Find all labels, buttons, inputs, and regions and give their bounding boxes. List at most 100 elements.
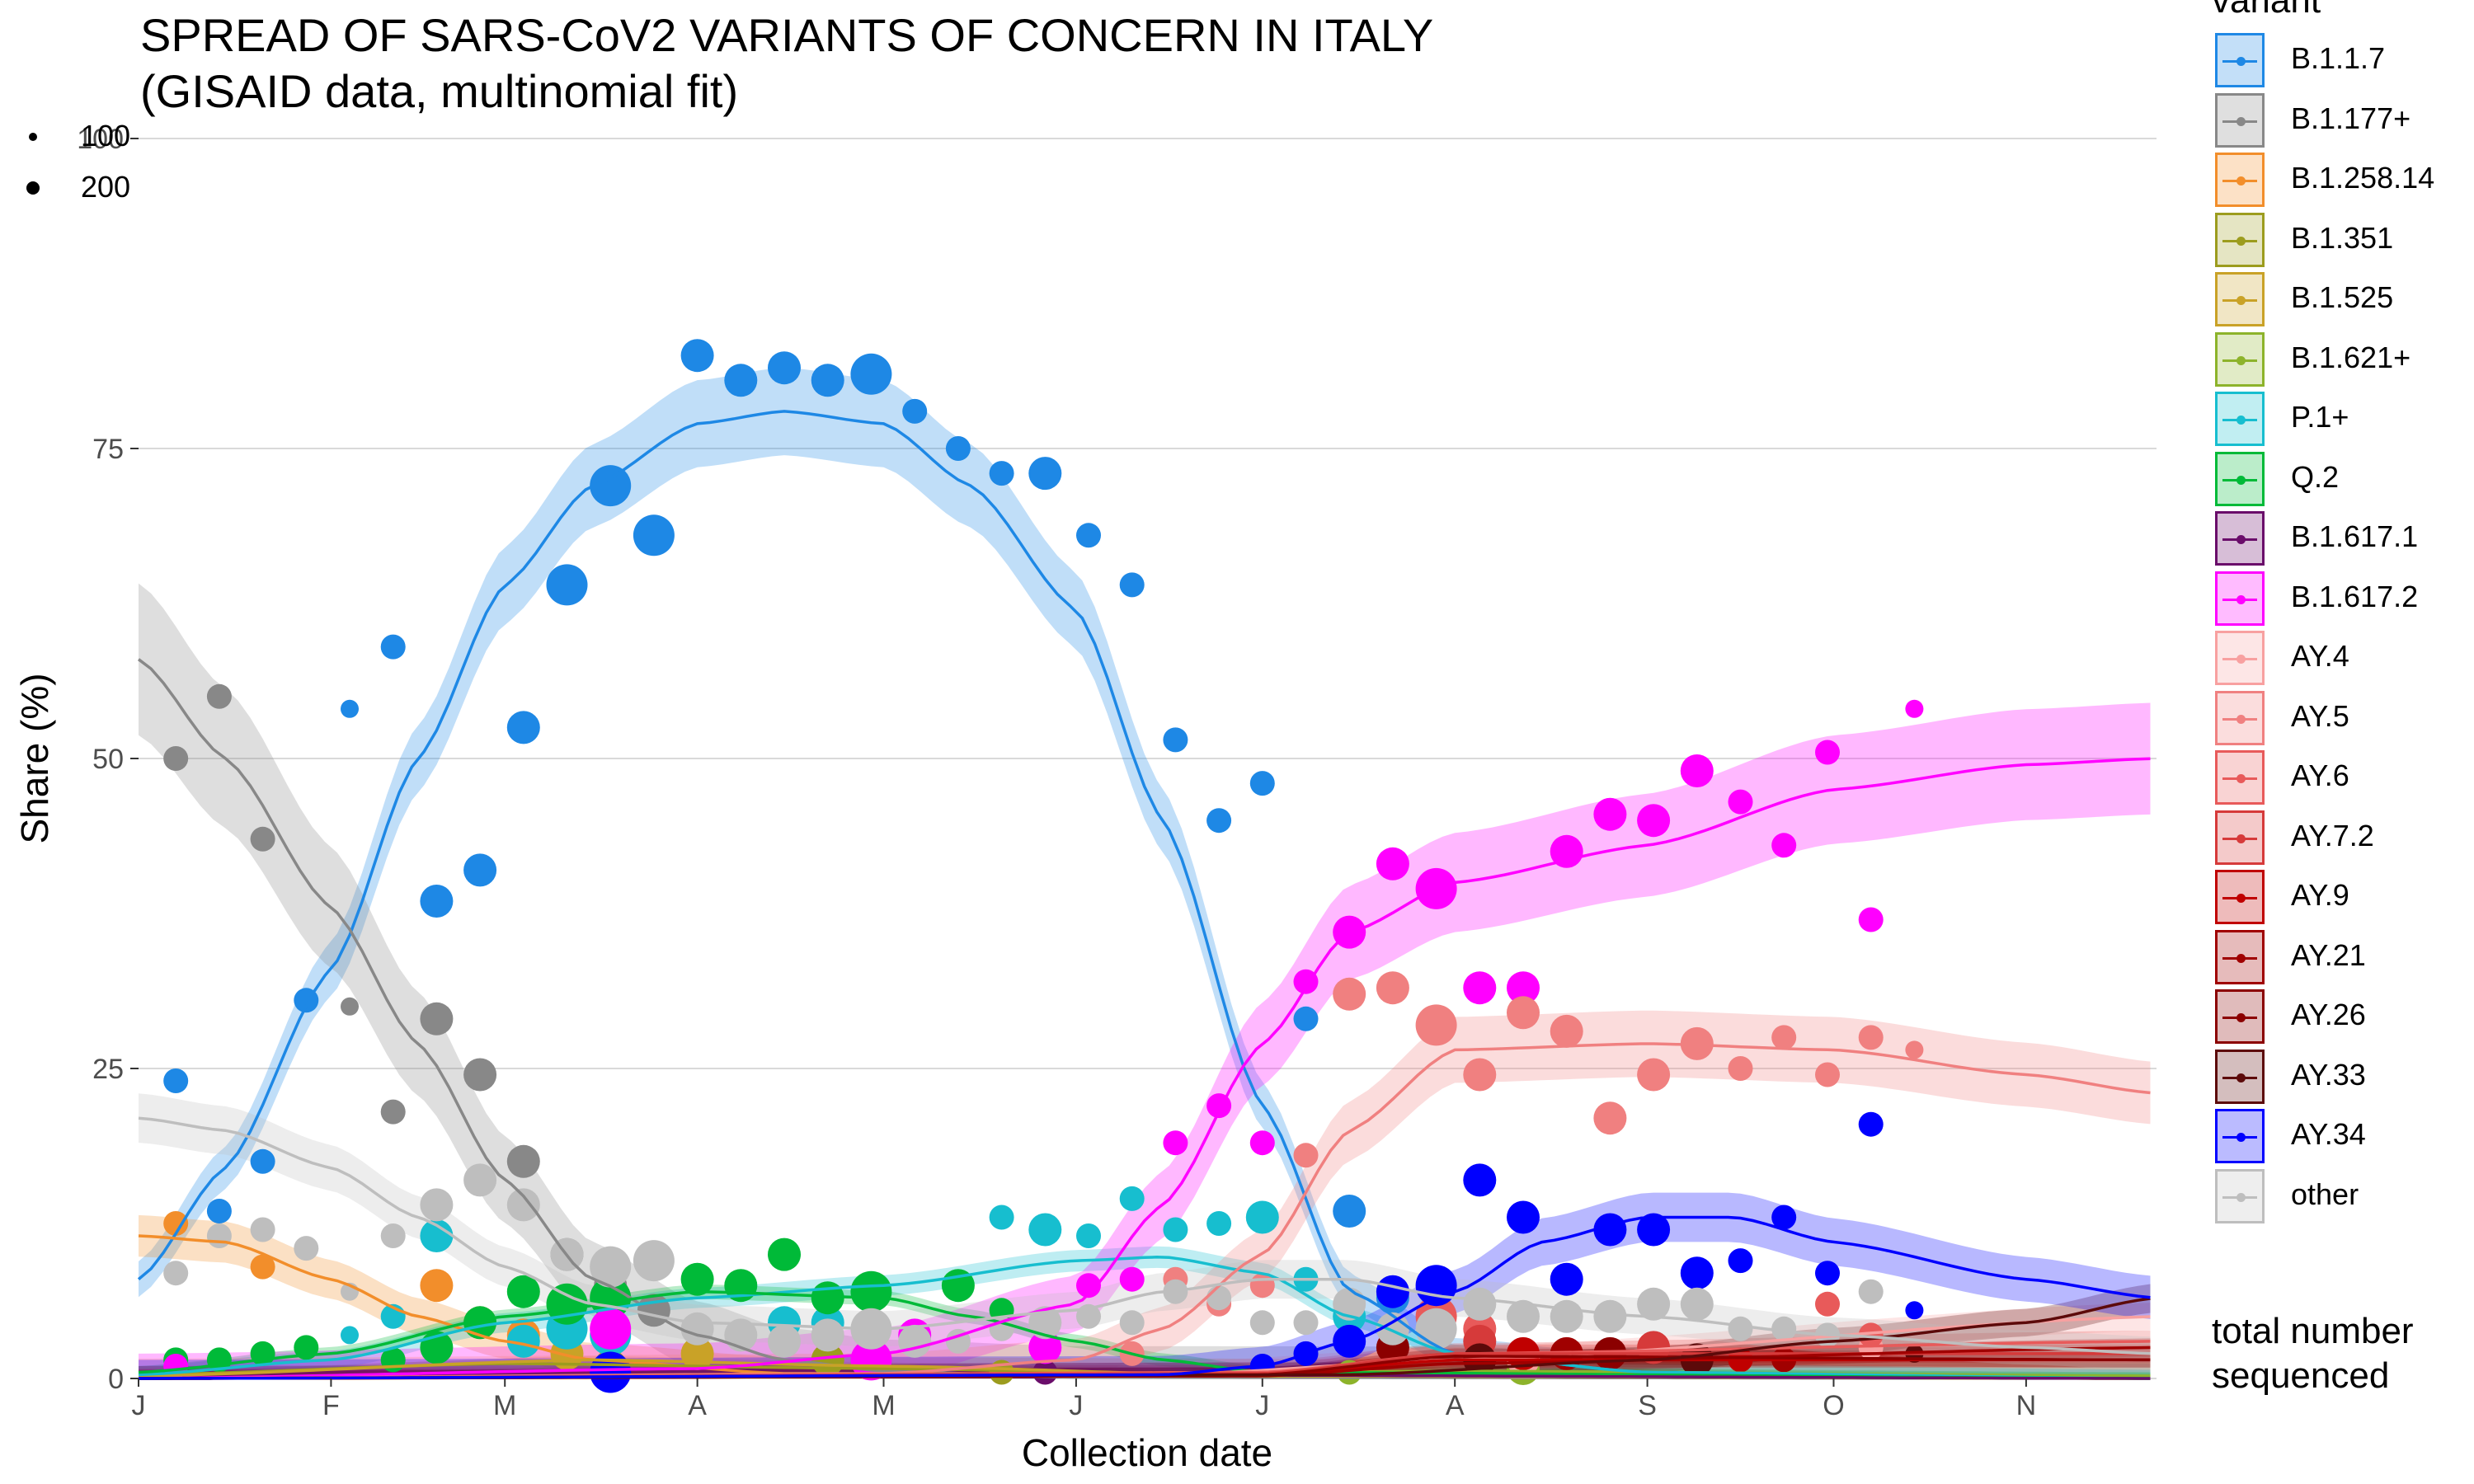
legend-key-swatch bbox=[2215, 153, 2265, 207]
fit-line-other bbox=[138, 1116, 2151, 1355]
data-point-other bbox=[1463, 1287, 1497, 1321]
data-point-B.1.177+ bbox=[420, 1002, 454, 1036]
data-point-B.1.177+ bbox=[380, 1099, 406, 1125]
data-point-B.1.1.7 bbox=[633, 514, 675, 556]
confidence-band-AY.5 bbox=[139, 1010, 2151, 1378]
confidence-band-B.1.258.14 bbox=[139, 1214, 2151, 1378]
data-point-AY.6 bbox=[1815, 1291, 1840, 1317]
legend-key-dot bbox=[2236, 296, 2246, 305]
data-point-P.1+ bbox=[989, 1205, 1014, 1230]
x-tick-label: F bbox=[322, 1390, 340, 1421]
legend-label: AY.6 bbox=[2291, 758, 2349, 792]
legend-label: B.1.1.7 bbox=[2291, 41, 2386, 75]
data-point-B.1.1.7 bbox=[811, 364, 844, 397]
data-point-B.1.617.2 bbox=[1815, 740, 1840, 765]
data-point-B.1.617.2 bbox=[1249, 1130, 1275, 1156]
data-point-AY.5 bbox=[1376, 971, 1409, 1005]
data-point-B.1.617.2 bbox=[1028, 1331, 1062, 1364]
legend-key-dot bbox=[2236, 176, 2246, 186]
legend-key-dot bbox=[2236, 774, 2246, 783]
data-point-B.1.617.2 bbox=[1858, 907, 1884, 932]
data-point-B.1.1.7 bbox=[724, 364, 758, 397]
legend-label: B.1.525 bbox=[2291, 280, 2394, 314]
data-point-B.1.1.7 bbox=[1206, 808, 1232, 834]
data-point-Q.2 bbox=[850, 1270, 892, 1313]
data-point-B.1.1.7 bbox=[1119, 572, 1145, 598]
legend-key-swatch bbox=[2215, 750, 2265, 805]
legend-key-dot bbox=[2236, 355, 2246, 365]
data-point-B.1.1.7 bbox=[506, 711, 540, 744]
data-point-other bbox=[1119, 1310, 1145, 1336]
x-tick-label: S bbox=[1638, 1390, 1657, 1421]
legend-key-swatch bbox=[2215, 571, 2265, 626]
x-tick-label: O bbox=[1823, 1390, 1844, 1421]
legend-key-swatch bbox=[2215, 929, 2265, 984]
legend-key-dot bbox=[2236, 116, 2246, 126]
x-tick-label: J bbox=[1255, 1390, 1269, 1421]
legend-key-swatch bbox=[2215, 631, 2265, 685]
data-point-AY.5 bbox=[1507, 996, 1540, 1030]
legend-label: B.1.351 bbox=[2291, 220, 2394, 255]
data-point-Q.2 bbox=[250, 1341, 275, 1366]
data-point-B.1.1.7 bbox=[163, 1068, 189, 1093]
fit-line-layer bbox=[137, 410, 2151, 1380]
legend-label: B.1.258.14 bbox=[2291, 161, 2435, 195]
legend-key-swatch bbox=[2215, 870, 2265, 924]
data-point-P.1+ bbox=[1119, 1186, 1145, 1211]
data-point-B.1.177+ bbox=[341, 997, 359, 1016]
data-point-AY.34 bbox=[1507, 1200, 1540, 1234]
legend-key-swatch bbox=[2215, 451, 2265, 506]
fit-line-B.1.617.2 bbox=[138, 757, 2151, 1380]
legend-key-swatch bbox=[2215, 272, 2265, 326]
size-legend-dot bbox=[29, 133, 37, 141]
confidence-band-Q.2 bbox=[139, 1284, 2151, 1378]
data-point-B.1.177+ bbox=[506, 1144, 540, 1178]
legend-label: Q.2 bbox=[2291, 459, 2340, 494]
confidence-band-B.1.617.2 bbox=[139, 702, 2151, 1378]
data-point-AY.5 bbox=[1771, 1025, 1797, 1050]
fit-line-AY.34 bbox=[139, 1215, 2151, 1380]
legend-key-dot bbox=[2236, 655, 2246, 664]
legend-key-swatch bbox=[2215, 810, 2265, 865]
data-point-other bbox=[420, 1188, 454, 1222]
data-point-other bbox=[380, 1223, 406, 1248]
data-point-B.1.177+ bbox=[206, 683, 232, 709]
data-point-AY.34 bbox=[1637, 1213, 1671, 1247]
legend-key-dot bbox=[2236, 475, 2246, 485]
legend-key-swatch bbox=[2215, 33, 2265, 87]
legend-key-dot bbox=[2236, 834, 2246, 843]
data-point-AY.34 bbox=[1376, 1275, 1409, 1308]
data-point-B.1.1.7 bbox=[1028, 457, 1062, 491]
data-point-P.1+ bbox=[420, 1219, 454, 1252]
legend-key-dot bbox=[2236, 535, 2246, 544]
data-point-other bbox=[1593, 1299, 1627, 1333]
y-tick-label: 50 bbox=[92, 744, 124, 775]
legend-label: AY.4 bbox=[2291, 639, 2349, 673]
data-point-AY.5 bbox=[1293, 1143, 1319, 1168]
data-point-P.1+ bbox=[1206, 1211, 1232, 1236]
data-point-B.1.1.7 bbox=[250, 1148, 275, 1174]
data-point-B.1.1.7 bbox=[1293, 1006, 1319, 1031]
chart-title-line-1: SPREAD OF SARS-CoV2 VARIANTS OF CONCERN … bbox=[140, 9, 1434, 61]
data-point-B.1.258.14 bbox=[420, 1269, 454, 1303]
data-point-B.1.258.14 bbox=[250, 1254, 275, 1280]
legend-label: P.1+ bbox=[2291, 400, 2349, 434]
data-point-B.1.617.2 bbox=[1163, 1130, 1188, 1156]
legend-key-dot bbox=[2236, 894, 2246, 903]
legend-key-swatch bbox=[2215, 392, 2265, 446]
data-point-B.1.177+ bbox=[463, 1058, 497, 1092]
data-point-B.1.1.7 bbox=[945, 436, 971, 461]
data-point-other bbox=[206, 1223, 232, 1248]
data-point-P.1+ bbox=[1028, 1213, 1062, 1247]
x-tick-label: J bbox=[1069, 1390, 1083, 1421]
data-point-other bbox=[250, 1217, 275, 1242]
y-tick-label: 0 bbox=[108, 1364, 124, 1395]
data-point-AY.5 bbox=[1333, 977, 1366, 1011]
data-point-B.1.1.7 bbox=[680, 339, 714, 373]
data-point-other bbox=[590, 1246, 632, 1288]
data-point-AY.34 bbox=[1771, 1205, 1797, 1230]
legend-key-dot bbox=[2236, 416, 2246, 425]
data-point-other bbox=[680, 1312, 714, 1345]
data-point-B.1.1.7 bbox=[1249, 771, 1275, 796]
